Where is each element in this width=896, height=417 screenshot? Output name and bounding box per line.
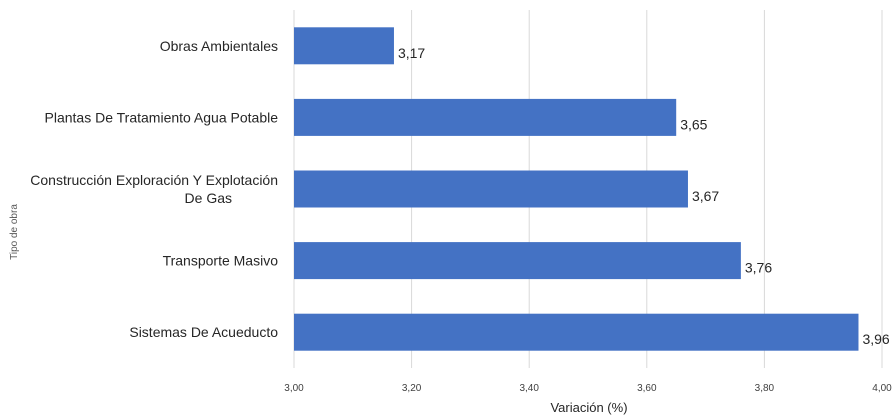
x-tick-labels: 3,00 3,20 3,40 3,60 3,80 4,00 <box>284 383 892 394</box>
bar <box>294 170 688 208</box>
x-tick-label: 4,00 <box>872 383 892 394</box>
value-label: 3,67 <box>692 188 719 204</box>
bar <box>294 27 394 65</box>
value-label: 3,76 <box>745 260 772 276</box>
category-label: Transporte Masivo <box>163 253 279 269</box>
bar <box>294 242 741 280</box>
value-labels: 3,17 3,65 3,67 3,76 3,96 <box>398 45 890 347</box>
bar <box>294 98 677 136</box>
category-label: Sistemas De Acueducto <box>129 324 278 340</box>
x-tick-label: 3,60 <box>637 383 657 394</box>
x-tick-label: 3,40 <box>519 383 539 394</box>
bars <box>294 27 859 351</box>
x-tick-label: 3,80 <box>755 383 775 394</box>
value-label: 3,65 <box>680 116 707 132</box>
y-axis-title: Tipo de obra <box>9 204 20 260</box>
bar <box>294 313 859 351</box>
category-label: Obras Ambientales <box>160 38 278 54</box>
x-axis-title: Variación (%) <box>550 400 627 415</box>
category-labels: Obras Ambientales Plantas De Tratamiento … <box>30 38 278 340</box>
value-label: 3,17 <box>398 45 425 61</box>
category-label: Plantas De Tratamiento Agua Potable <box>45 109 279 125</box>
category-label: Construcción Exploración Y Explotación De… <box>30 172 278 206</box>
x-tick-label: 3,20 <box>402 383 422 394</box>
x-tick-label: 3,00 <box>284 383 304 394</box>
value-label: 3,96 <box>862 331 889 347</box>
